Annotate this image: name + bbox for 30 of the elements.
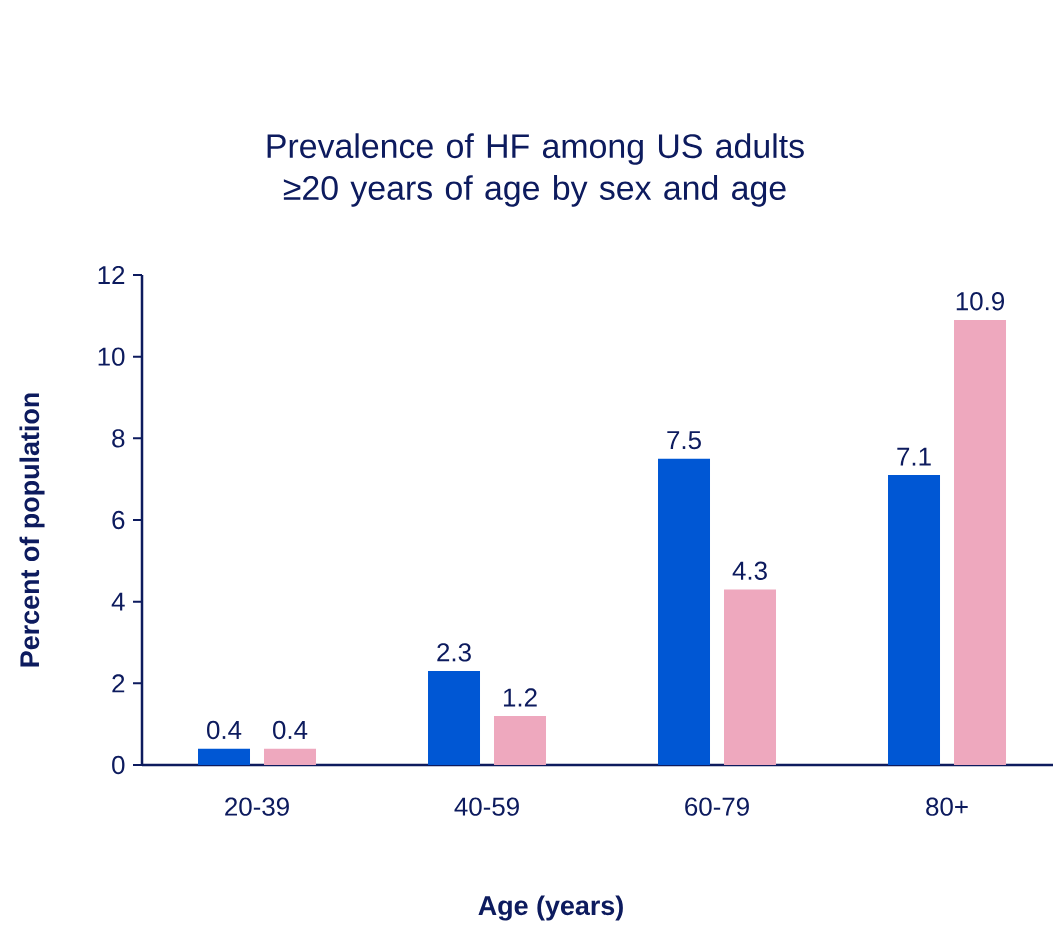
bar [658,458,711,765]
x-tick-label: 80+ [926,797,968,816]
y-tick-label: 6 [112,510,125,530]
y-tick-label: 12 [98,265,125,285]
y-tick-label: 4 [111,592,125,611]
data-label: 1.2 [503,688,537,707]
bar [724,589,777,765]
chart-title: Prevalence of HF among US adults ≥20 years of age by sex and age [267,133,804,207]
bar [954,319,1007,765]
x-tick-label: 20-39 [225,797,289,816]
data-label: 2.3 [437,643,471,662]
x-tick-label: 60-79 [685,797,749,816]
data-label: 0.4 [207,720,242,740]
bar [264,748,317,765]
bar [428,671,481,765]
data-label: 7.1 [897,447,931,466]
data-label: 4.3 [732,561,767,580]
y-axis-title: Percent of population [19,393,45,667]
y-tick-label: 2 [112,674,125,693]
y-tick-label: 8 [112,429,125,448]
y-tick-label: 10 [98,347,125,366]
y-tick-label: 0 [112,755,125,775]
data-label: 10.9 [956,292,1004,311]
data-label: 0.4 [273,720,308,740]
bar [494,715,547,765]
bar [198,748,251,765]
x-axis-title: Age (years) [478,895,623,921]
x-tick-label: 40-59 [454,797,519,816]
data-label: 7.5 [667,431,701,450]
bar [888,475,941,765]
